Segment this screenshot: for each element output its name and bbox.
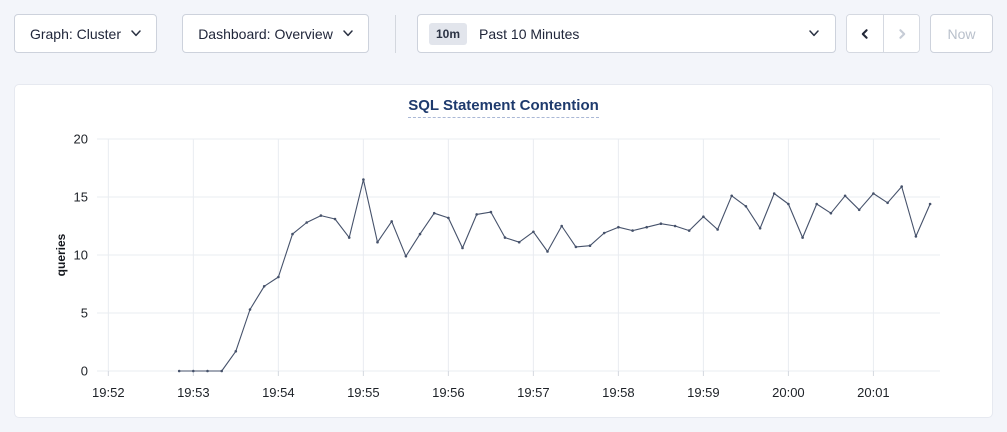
graph-dropdown[interactable]: Graph: Cluster (14, 14, 157, 53)
now-button[interactable]: Now (930, 14, 993, 53)
sql-statement-contention-chart[interactable]: 0 5 10 15 20 19:52 19:53 19:54 19:55 19:56 19:57 19… (15, 119, 992, 419)
svg-text:19:57: 19:57 (517, 385, 550, 400)
chevron-down-icon (131, 30, 141, 37)
chart-card: SQL Statement Contention 0 5 10 15 20 19:52 19… (14, 84, 993, 418)
svg-text:0: 0 (81, 364, 88, 379)
svg-text:19:58: 19:58 (602, 385, 635, 400)
svg-text:5: 5 (81, 306, 88, 321)
svg-text:19:52: 19:52 (92, 385, 125, 400)
svg-text:20: 20 (74, 132, 88, 147)
svg-text:20:01: 20:01 (857, 385, 890, 400)
chevron-left-icon (861, 28, 868, 39)
chevron-down-icon (343, 30, 353, 37)
chart-title[interactable]: SQL Statement Contention (408, 97, 599, 118)
svg-text:19:55: 19:55 (347, 385, 380, 400)
time-range-selector[interactable]: 10m Past 10 Minutes (417, 14, 836, 53)
svg-text:19:59: 19:59 (687, 385, 720, 400)
svg-text:19:56: 19:56 (432, 385, 465, 400)
time-next-button[interactable] (883, 15, 919, 52)
svg-text:20:00: 20:00 (772, 385, 805, 400)
time-range-badge: 10m (429, 22, 468, 45)
time-range-label: Past 10 Minutes (479, 25, 580, 42)
chevron-right-icon (898, 28, 905, 39)
svg-text:19:54: 19:54 (262, 385, 295, 400)
chevron-down-icon (809, 30, 819, 37)
svg-text:queries: queries (54, 233, 68, 276)
svg-text:15: 15 (74, 190, 88, 205)
graph-dropdown-label: Graph: Cluster (29, 25, 122, 42)
toolbar-divider (395, 15, 396, 53)
svg-text:19:53: 19:53 (177, 385, 210, 400)
time-nav-group (846, 14, 920, 53)
svg-text:10: 10 (74, 248, 88, 263)
dashboard-dropdown[interactable]: Dashboard: Overview (182, 14, 369, 53)
time-prev-button[interactable] (847, 15, 883, 52)
toolbar: Graph: Cluster Dashboard: Overview 10m P… (0, 0, 1007, 53)
dashboard-dropdown-label: Dashboard: Overview (198, 25, 333, 42)
chart-title-row: SQL Statement Contention (15, 85, 992, 119)
